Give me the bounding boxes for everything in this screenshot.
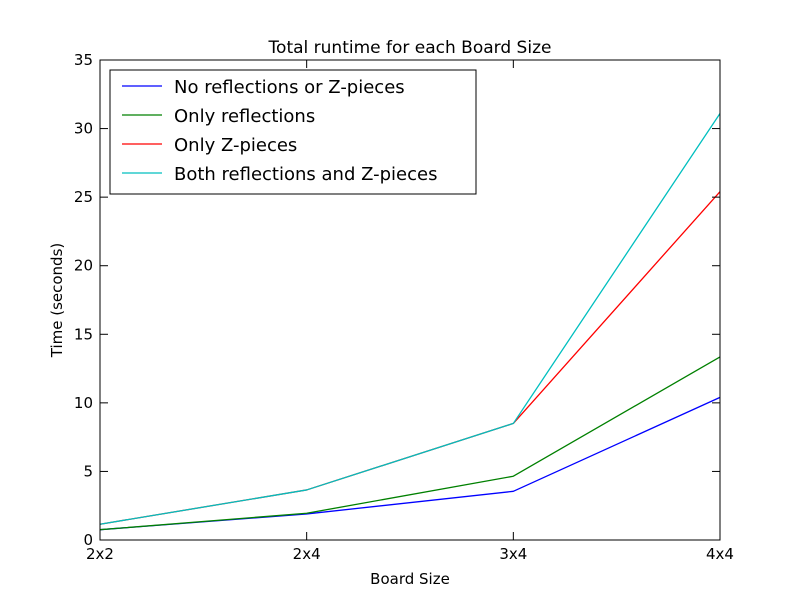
x-axis-ticks: 2x2 2x4 3x4 4x4 (86, 60, 734, 563)
series-line-4 (99, 113, 721, 525)
axes-frame (99, 59, 721, 541)
y-axis-label: Time (seconds) (48, 243, 66, 359)
y-axis-ticks: 0 5 10 15 20 25 30 35 (74, 51, 720, 549)
legend-entry: Only Z-pieces (122, 135, 297, 156)
series-line-2 (99, 356, 721, 531)
y-tick-label: 35 (74, 51, 93, 69)
series-line-1 (99, 396, 721, 531)
legend-entry: No reflections or Z-pieces (122, 77, 405, 98)
legend: No reflections or Z-pieces Only reflectio… (109, 69, 477, 195)
y-tick-label: 15 (74, 325, 93, 343)
legend-label: Only Z-pieces (174, 135, 297, 156)
legend-label: Both reflections and Z-pieces (174, 164, 437, 185)
legend-frame (109, 69, 477, 195)
legend-label: Only reflections (174, 106, 315, 127)
x-tick-label: 2x2 (86, 545, 114, 563)
series-lines (99, 113, 721, 531)
chart-title: Total runtime for each Board Size (268, 38, 552, 58)
x-tick-label: 2x4 (293, 545, 321, 563)
y-tick-label: 25 (74, 188, 93, 206)
y-tick-label: 10 (74, 394, 93, 412)
plot-area: 0 5 10 15 20 25 30 35 2x2 2x4 3x4 4x4 No reflections… (74, 51, 734, 563)
y-tick-label: 30 (74, 120, 93, 138)
legend-entry: Both reflections and Z-pieces (122, 164, 437, 185)
x-tick-label: 3x4 (499, 545, 527, 563)
y-tick-label: 0 (83, 531, 93, 549)
legend-entry: Only reflections (122, 106, 315, 127)
x-tick-label: 4x4 (706, 545, 734, 563)
y-tick-label: 5 (83, 462, 93, 480)
series-line-3 (99, 191, 721, 525)
x-axis-label: Board Size (370, 570, 450, 588)
legend-label: No reflections or Z-pieces (174, 77, 405, 98)
y-tick-label: 20 (74, 257, 93, 275)
